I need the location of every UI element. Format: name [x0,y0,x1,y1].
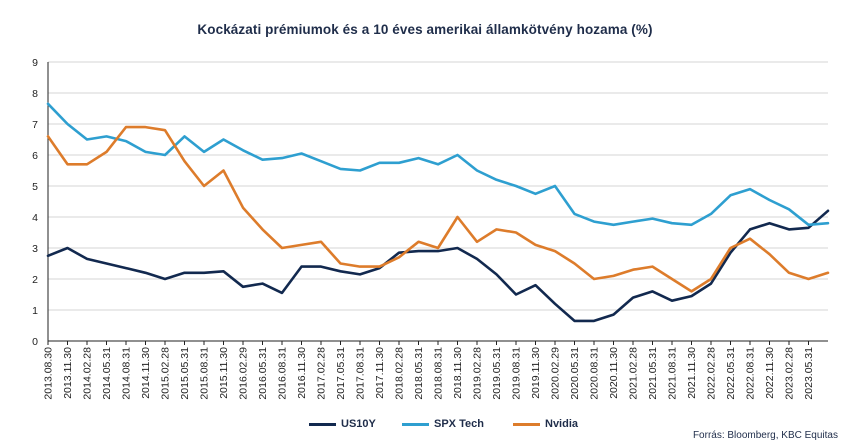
y-tick-label: 0 [32,336,38,348]
x-tick-label: 2021.11.30 [686,347,698,399]
x-tick-label: 2023.02.28 [784,347,796,400]
x-tick-label: 2021.05.31 [647,347,659,400]
legend-swatch [309,422,336,426]
x-tick-label: 2018.05.31 [413,347,425,400]
series-line-us10y [46,209,830,323]
x-tick-label: 2016.11.30 [296,347,308,399]
y-axis-tick-labels: 0 1 2 3 4 5 6 7 8 9 [32,57,38,348]
x-tick-label: 2014.02.28 [82,347,94,400]
series-line-nvidia [46,125,830,293]
x-tick-label: 2018.02.28 [394,347,406,400]
legend-swatch [513,422,540,426]
x-tick-label: 2022.05.31 [725,347,737,400]
x-tick-label: 2015.02.28 [160,347,172,400]
x-tick-label: 2019.08.31 [511,347,523,400]
y-tick-label: 2 [32,274,38,286]
x-tick-label: 2020.05.31 [569,347,581,400]
x-tick-label: 2013.08.30 [43,347,55,400]
x-tick-label: 2014.08.31 [121,347,133,400]
y-tick-label: 4 [32,212,38,224]
x-tick-label: 2018.11.30 [452,347,464,399]
x-tick-label: 2020.02.29 [550,347,562,400]
x-tick-label: 2021.08.31 [667,347,679,400]
x-tick-label: 2015.08.31 [199,347,211,400]
x-tick-label: 2018.08.31 [433,347,445,400]
x-tick-label: 2021.02.28 [628,347,640,400]
x-tick-label: 2014.11.30 [140,347,152,399]
x-tick-label: 2022.11.30 [764,347,776,399]
x-tick-label: 2020.11.30 [608,347,620,399]
x-tick-label: 2022.08.31 [745,347,757,400]
x-tick-label: 2016.08.31 [277,347,289,400]
y-tick-label: 1 [32,305,38,317]
x-axis-tick-labels: 2013.08.30 2013.11.30 2014.02.28 2014.05.31… [43,347,816,400]
legend-item: Nvidia [513,418,578,430]
x-tick-label: 2016.02.29 [238,347,250,400]
y-tick-label: 5 [32,181,38,193]
x-tick-label: 2013.11.30 [62,347,74,399]
x-tick-label: 2019.02.28 [472,347,484,400]
x-tick-label: 2017.02.28 [316,347,328,400]
legend-swatch [402,422,429,426]
source-note: Forrás: Bloomberg, KBC Equitas [692,430,838,441]
y-tick-label: 6 [32,150,38,162]
y-tick-label: 9 [32,57,38,69]
x-tick-label: 2015.05.31 [179,347,191,400]
x-tick-label: 2016.05.31 [257,347,269,400]
chart-legend: US10Y SPX Tech Nvidia [0,418,850,438]
legend-label: Nvidia [545,418,579,430]
x-tick-label: 2020.08.31 [589,347,601,400]
series-lines [46,102,830,323]
x-tick-label: 2017.11.30 [374,347,386,399]
x-tick-label: 2022.02.28 [706,347,718,400]
x-tick-label: 2017.08.31 [355,347,367,400]
x-tick-label: 2019.05.31 [491,347,503,400]
gridlines [48,61,828,311]
y-tick-label: 7 [32,119,38,131]
x-tick-label: 2023.05.31 [803,347,815,400]
x-tick-label: 2017.05.31 [335,347,347,400]
x-tick-label: 2014.05.31 [101,347,113,400]
legend-item: US10Y [309,418,376,430]
x-tick-label: 2019.11.30 [530,347,542,399]
series-line-spx-tech [46,102,830,227]
y-tick-label: 8 [32,88,38,100]
legend-label: SPX Tech [434,418,484,430]
chart-title: Kockázati prémiumok és a 10 éves amerika… [197,22,653,37]
x-tick-label: 2015.11.30 [218,347,230,399]
y-tick-label: 3 [32,243,38,255]
legend-item: SPX Tech [402,418,484,430]
legend-label: US10Y [341,418,376,430]
axes [47,62,828,345]
